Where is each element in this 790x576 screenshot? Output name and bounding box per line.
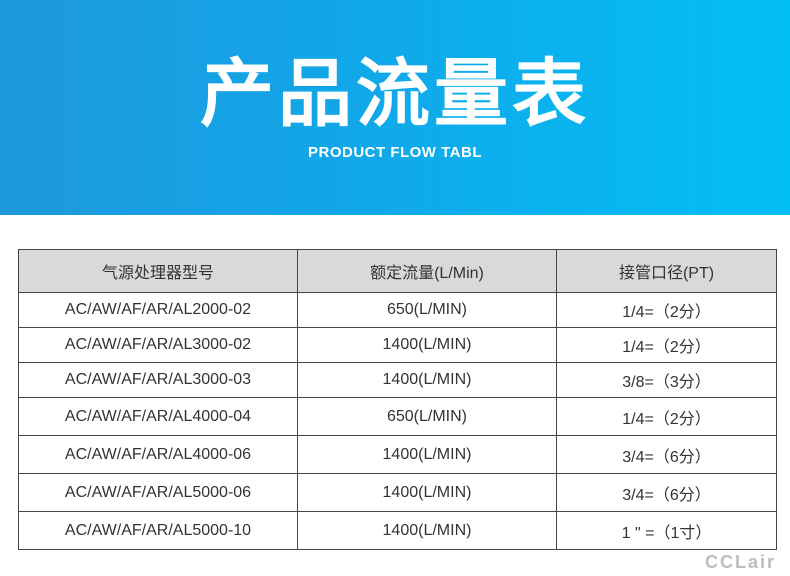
cell-flow: 1400(L/MIN)	[297, 362, 557, 398]
cell-flow: 1400(L/MIN)	[297, 327, 557, 363]
brand-watermark: CCLair	[704, 552, 776, 572]
cell-model: AC/AW/AF/AR/AL4000-04	[18, 397, 298, 436]
table-row: AC/AW/AF/AR/AL3000-03 1400(L/MIN) 3/8=（3分）	[18, 362, 777, 398]
cell-flow: 1400(L/MIN)	[297, 473, 557, 512]
cell-port-size: 1/4=（2分）	[556, 292, 777, 328]
cell-port-size: 3/8=（3分）	[556, 362, 777, 398]
cell-flow: 1400(L/MIN)	[297, 511, 557, 550]
cell-model: AC/AW/AF/AR/AL5000-06	[18, 473, 298, 512]
header-port-size: 接管口径(PT)	[556, 249, 777, 293]
cell-port-size: 3/4=（6分）	[556, 435, 777, 474]
table-header-row: 气源处理器型号 额定流量(L/Min) 接管口径(PT)	[18, 249, 777, 293]
cell-flow: 650(L/MIN)	[297, 397, 557, 436]
cell-port-size: 1/4=（2分）	[556, 327, 777, 363]
cell-model: AC/AW/AF/AR/AL4000-06	[18, 435, 298, 474]
page-title: 产品流量表	[200, 51, 590, 137]
cell-model: AC/AW/AF/AR/AL2000-02	[18, 292, 298, 328]
header-model: 气源处理器型号	[18, 249, 298, 293]
table-row: AC/AW/AF/AR/AL2000-02 650(L/MIN) 1/4=（2分）	[18, 292, 777, 328]
page-subtitle: PRODUCT FLOW TABL	[307, 144, 483, 161]
cell-port-size: 1/4=（2分）	[556, 397, 777, 436]
cell-flow: 1400(L/MIN)	[297, 435, 557, 474]
cell-port-size: 3/4=（6分）	[556, 473, 777, 512]
cell-model: AC/AW/AF/AR/AL3000-03	[18, 362, 298, 398]
cell-port-size: 1 " =（1寸）	[556, 511, 777, 550]
header-flow: 额定流量(L/Min)	[297, 249, 557, 293]
table-row: AC/AW/AF/AR/AL3000-02 1400(L/MIN) 1/4=（2分）	[18, 327, 777, 363]
flow-table: 气源处理器型号 额定流量(L/Min) 接管口径(PT) AC/AW/AF/AR…	[18, 249, 777, 550]
table-row: AC/AW/AF/AR/AL5000-10 1400(L/MIN) 1 " =（1寸…	[18, 511, 777, 550]
cell-model: AC/AW/AF/AR/AL5000-10	[18, 511, 298, 550]
table-row: AC/AW/AF/AR/AL5000-06 1400(L/MIN) 3/4=（6分）	[18, 473, 777, 512]
header-banner: 产品流量表 PRODUCT FLOW TABL	[0, 0, 790, 215]
table-row: AC/AW/AF/AR/AL4000-06 1400(L/MIN) 3/4=（6分）	[18, 435, 777, 474]
cell-model: AC/AW/AF/AR/AL3000-02	[18, 327, 298, 363]
table-row: AC/AW/AF/AR/AL4000-04 650(L/MIN) 1/4=（2分）	[18, 397, 777, 436]
cell-flow: 650(L/MIN)	[297, 292, 557, 328]
